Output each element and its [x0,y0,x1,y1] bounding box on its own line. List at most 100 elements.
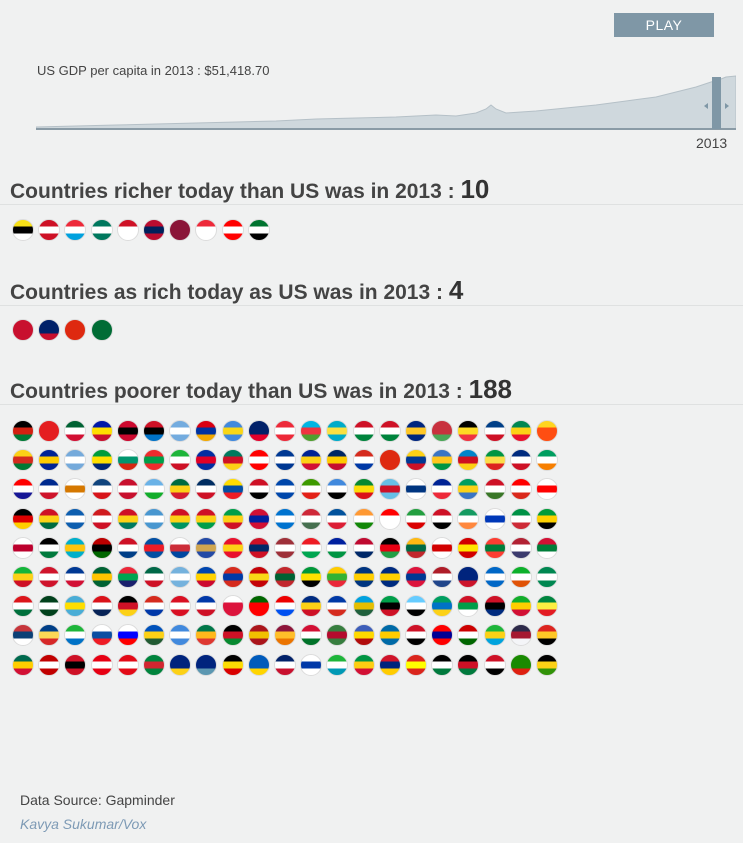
country-flag-icon[interactable] [12,536,34,559]
country-flag-icon[interactable] [378,536,401,559]
country-flag-icon[interactable] [300,536,323,559]
country-flag-icon[interactable] [536,624,558,647]
country-flag-icon[interactable] [169,478,192,501]
country-flag-icon[interactable] [195,219,218,241]
country-flag-icon[interactable] [378,653,401,676]
country-flag-icon[interactable] [536,420,558,442]
country-flag-icon[interactable] [274,536,296,559]
country-flag-icon[interactable] [431,449,454,472]
country-flag-icon[interactable] [38,449,61,472]
country-flag-icon[interactable] [116,653,139,676]
country-flag-icon[interactable] [300,420,323,442]
country-flag-icon[interactable] [326,478,349,501]
country-flag-icon[interactable] [536,653,558,676]
country-flag-icon[interactable] [12,566,34,588]
country-flag-icon[interactable] [90,624,113,647]
country-flag-icon[interactable] [274,478,296,501]
country-flag-icon[interactable] [169,420,192,442]
country-flag-icon[interactable] [247,595,270,618]
country-flag-icon[interactable] [247,219,270,241]
country-flag-icon[interactable] [536,566,558,588]
country-flag-icon[interactable] [116,507,139,530]
country-flag-icon[interactable] [90,566,113,588]
country-flag-icon[interactable] [300,595,323,618]
country-flag-icon[interactable] [457,420,480,442]
country-flag-icon[interactable] [378,624,401,647]
country-flag-icon[interactable] [12,595,34,618]
country-flag-icon[interactable] [64,507,87,530]
country-flag-icon[interactable] [169,624,192,647]
country-flag-icon[interactable] [274,566,296,588]
country-flag-icon[interactable] [64,624,87,647]
country-flag-icon[interactable] [352,624,375,647]
country-flag-icon[interactable] [431,566,454,588]
country-flag-icon[interactable] [195,420,218,442]
country-flag-icon[interactable] [431,507,454,530]
country-flag-icon[interactable] [90,319,113,341]
country-flag-icon[interactable] [509,478,532,501]
country-flag-icon[interactable] [143,478,165,501]
country-flag-icon[interactable] [483,449,506,472]
country-flag-icon[interactable] [378,449,401,472]
country-flag-icon[interactable] [352,420,375,442]
country-flag-icon[interactable] [195,653,218,676]
country-flag-icon[interactable] [221,507,244,530]
country-flag-icon[interactable] [38,219,61,241]
country-flag-icon[interactable] [457,507,480,530]
country-flag-icon[interactable] [116,478,139,501]
country-flag-icon[interactable] [169,536,192,559]
country-flag-icon[interactable] [221,595,244,618]
country-flag-icon[interactable] [326,566,349,588]
country-flag-icon[interactable] [116,566,139,588]
country-flag-icon[interactable] [431,624,454,647]
country-flag-icon[interactable] [536,478,558,501]
country-flag-icon[interactable] [405,653,427,676]
country-flag-icon[interactable] [326,624,349,647]
year-scrubber-handle[interactable] [712,77,721,129]
country-flag-icon[interactable] [38,566,61,588]
country-flag-icon[interactable] [143,566,165,588]
country-flag-icon[interactable] [38,595,61,618]
country-flag-icon[interactable] [12,219,34,241]
country-flag-icon[interactable] [90,420,113,442]
country-flag-icon[interactable] [378,507,401,530]
country-flag-icon[interactable] [274,653,296,676]
country-flag-icon[interactable] [169,653,192,676]
country-flag-icon[interactable] [431,478,454,501]
country-flag-icon[interactable] [274,624,296,647]
country-flag-icon[interactable] [90,536,113,559]
country-flag-icon[interactable] [221,624,244,647]
country-flag-icon[interactable] [536,595,558,618]
country-flag-icon[interactable] [378,478,401,501]
country-flag-icon[interactable] [536,449,558,472]
country-flag-icon[interactable] [90,449,113,472]
country-flag-icon[interactable] [38,319,61,341]
play-button[interactable]: PLAY [614,13,714,37]
country-flag-icon[interactable] [90,478,113,501]
country-flag-icon[interactable] [12,507,34,530]
country-flag-icon[interactable] [326,420,349,442]
country-flag-icon[interactable] [90,219,113,241]
country-flag-icon[interactable] [221,536,244,559]
country-flag-icon[interactable] [169,566,192,588]
country-flag-icon[interactable] [247,566,270,588]
country-flag-icon[interactable] [274,420,296,442]
country-flag-icon[interactable] [509,507,532,530]
country-flag-icon[interactable] [247,536,270,559]
country-flag-icon[interactable] [64,653,87,676]
country-flag-icon[interactable] [483,507,506,530]
country-flag-icon[interactable] [457,653,480,676]
country-flag-icon[interactable] [378,595,401,618]
country-flag-icon[interactable] [274,449,296,472]
country-flag-icon[interactable] [116,595,139,618]
country-flag-icon[interactable] [195,566,218,588]
country-flag-icon[interactable] [221,653,244,676]
country-flag-icon[interactable] [300,507,323,530]
country-flag-icon[interactable] [405,536,427,559]
country-flag-icon[interactable] [326,595,349,618]
country-flag-icon[interactable] [378,566,401,588]
country-flag-icon[interactable] [300,478,323,501]
country-flag-icon[interactable] [326,653,349,676]
country-flag-icon[interactable] [221,478,244,501]
country-flag-icon[interactable] [195,449,218,472]
